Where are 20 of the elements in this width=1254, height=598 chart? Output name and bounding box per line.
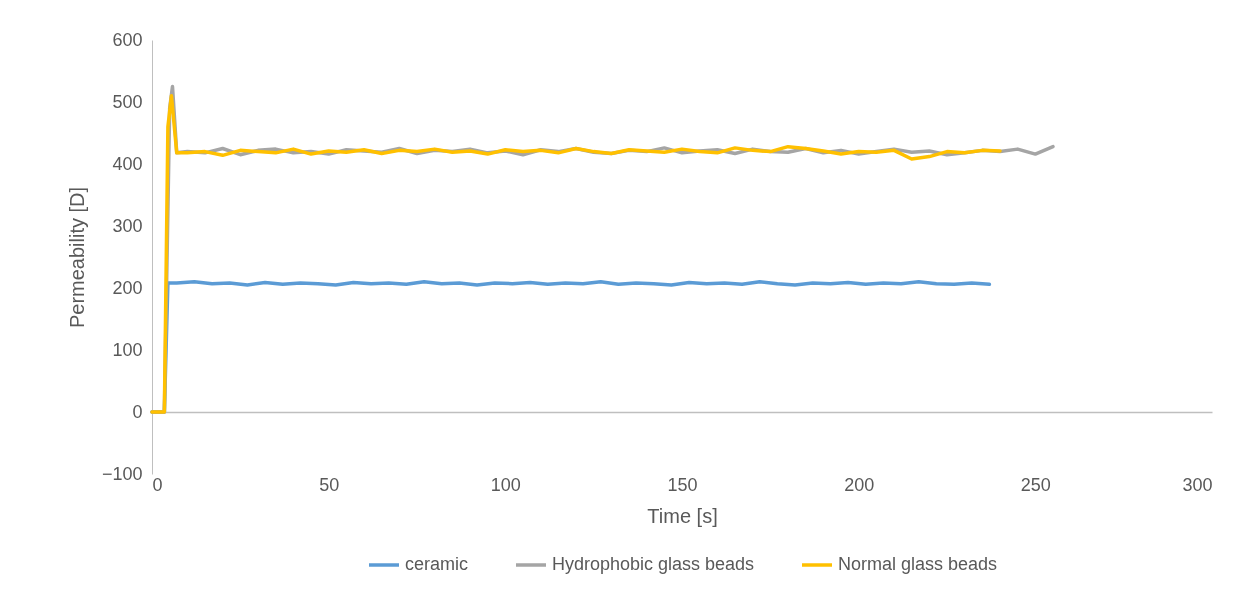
legend-label: Normal glass beads — [838, 554, 998, 574]
legend-label: Hydrophobic glass beads — [552, 554, 755, 574]
y-tick-label: 300 — [112, 215, 143, 236]
y-tick-label: 0 — [132, 401, 143, 422]
x-tick-label: 150 — [667, 474, 698, 495]
y-axis-title: Permeability [D] — [65, 186, 88, 329]
y-tick-label: 100 — [112, 339, 143, 360]
x-axis-title: Time [s] — [647, 504, 718, 527]
legend-label: ceramic — [405, 554, 469, 574]
x-tick-label: 300 — [1182, 474, 1213, 495]
y-tick-label: 600 — [112, 29, 143, 50]
x-tick-label: 200 — [844, 474, 875, 495]
y-tick-label: 400 — [112, 153, 143, 174]
y-tick-label: 500 — [112, 91, 143, 112]
x-tick-label: 50 — [319, 474, 340, 495]
x-tick-label: 100 — [490, 474, 521, 495]
x-tick-label: 0 — [152, 474, 163, 495]
y-tick-label: 200 — [112, 277, 143, 298]
y-tick-label: −100 — [101, 463, 143, 484]
x-tick-label: 250 — [1020, 474, 1051, 495]
